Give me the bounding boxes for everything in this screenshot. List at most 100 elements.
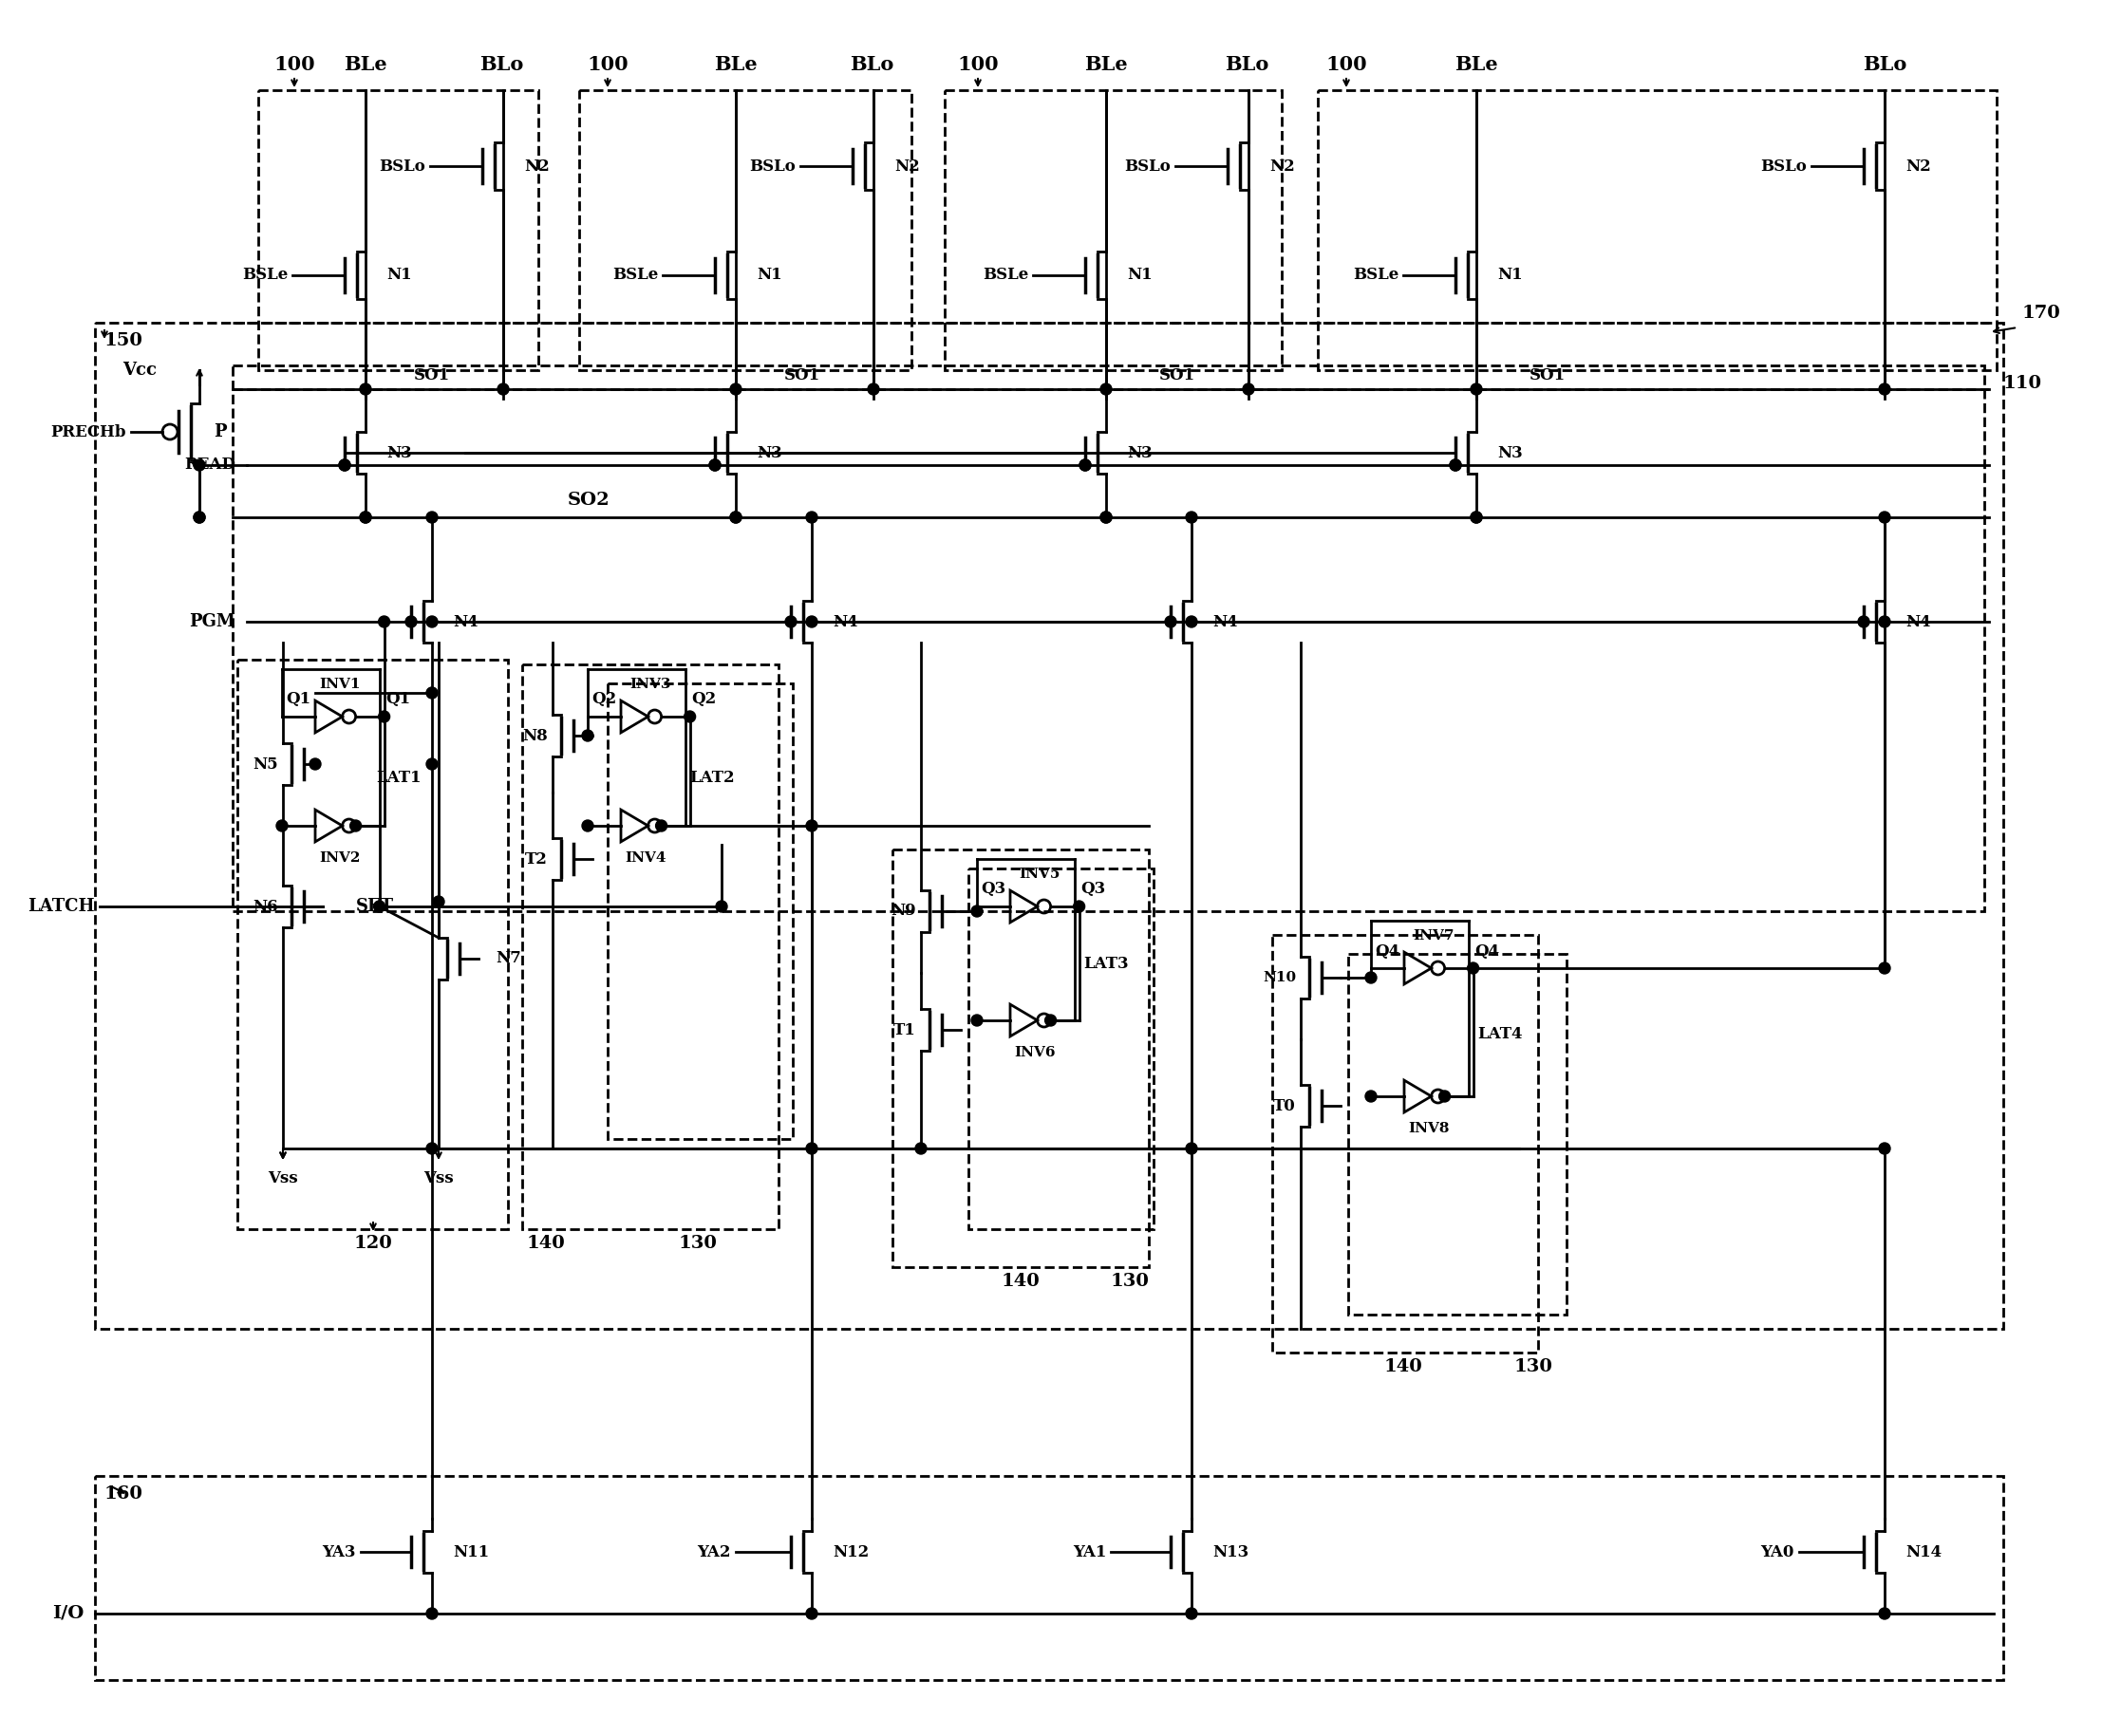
Circle shape <box>717 901 727 911</box>
Circle shape <box>708 460 721 470</box>
Text: I/O: I/O <box>53 1606 84 1621</box>
Bar <box>238 660 509 1229</box>
Text: Q1: Q1 <box>286 691 311 708</box>
Text: 150: 150 <box>105 332 143 349</box>
Circle shape <box>708 460 721 470</box>
Circle shape <box>193 460 206 470</box>
Text: YA3: YA3 <box>322 1543 355 1561</box>
Text: SO1: SO1 <box>414 366 450 384</box>
Circle shape <box>427 616 437 627</box>
Text: N2: N2 <box>1270 158 1295 174</box>
Circle shape <box>805 512 818 523</box>
Text: SET: SET <box>355 898 393 915</box>
Text: INV4: INV4 <box>624 851 666 865</box>
Bar <box>95 323 2003 1328</box>
Circle shape <box>1450 460 1461 470</box>
Text: LATCH: LATCH <box>27 898 95 915</box>
Circle shape <box>349 819 362 832</box>
Text: LAT1: LAT1 <box>376 771 420 786</box>
Circle shape <box>338 460 351 470</box>
Text: SO1: SO1 <box>1158 366 1196 384</box>
Text: 120: 120 <box>353 1234 393 1252</box>
Text: LAT4: LAT4 <box>1478 1026 1522 1043</box>
Circle shape <box>729 384 742 394</box>
Text: N4: N4 <box>832 613 858 630</box>
Circle shape <box>1186 512 1198 523</box>
Circle shape <box>1471 512 1482 523</box>
Text: BSLe: BSLe <box>612 267 658 283</box>
Circle shape <box>359 512 372 523</box>
Text: 100: 100 <box>273 56 315 75</box>
Text: Q4: Q4 <box>1375 943 1400 958</box>
Text: BSLe: BSLe <box>242 267 288 283</box>
Circle shape <box>786 616 797 627</box>
Text: BSLo: BSLo <box>748 158 797 174</box>
Text: T1: T1 <box>893 1023 916 1038</box>
Text: 110: 110 <box>2003 375 2043 392</box>
Text: BSLe: BSLe <box>1354 267 1398 283</box>
Circle shape <box>805 1142 818 1154</box>
Text: N11: N11 <box>452 1543 490 1561</box>
Text: N1: N1 <box>387 267 412 283</box>
Text: N7: N7 <box>496 951 521 967</box>
Circle shape <box>374 901 385 911</box>
Text: INV8: INV8 <box>1408 1121 1450 1135</box>
Circle shape <box>1186 616 1198 627</box>
Circle shape <box>193 512 206 523</box>
Text: 100: 100 <box>1326 56 1366 75</box>
Circle shape <box>1099 512 1112 523</box>
Text: READ: READ <box>185 457 235 474</box>
Circle shape <box>1099 384 1112 394</box>
Circle shape <box>1450 460 1461 470</box>
Text: N9: N9 <box>891 903 916 920</box>
Circle shape <box>1099 512 1112 523</box>
Text: N4: N4 <box>1213 613 1238 630</box>
Circle shape <box>1440 1090 1450 1102</box>
Text: BLe: BLe <box>1085 56 1129 75</box>
Bar <box>233 365 1984 911</box>
Circle shape <box>729 512 742 523</box>
Circle shape <box>1080 460 1091 470</box>
Bar <box>969 868 1154 1229</box>
Text: BLo: BLo <box>479 56 523 75</box>
Text: SO1: SO1 <box>1530 366 1566 384</box>
Text: Vcc: Vcc <box>122 361 158 378</box>
Text: BSLo: BSLo <box>1761 158 1808 174</box>
Circle shape <box>498 384 509 394</box>
Circle shape <box>868 384 879 394</box>
Text: 140: 140 <box>1383 1358 1423 1375</box>
Circle shape <box>1366 1090 1377 1102</box>
Text: INV1: INV1 <box>320 677 362 691</box>
Text: N2: N2 <box>523 158 549 174</box>
Text: N3: N3 <box>387 444 412 460</box>
Circle shape <box>971 906 982 917</box>
Text: INV2: INV2 <box>320 851 359 865</box>
Circle shape <box>427 759 437 769</box>
Text: Q4: Q4 <box>1476 943 1499 958</box>
Bar <box>893 849 1150 1267</box>
Text: YA0: YA0 <box>1761 1543 1795 1561</box>
Bar <box>1272 936 1539 1352</box>
Text: T0: T0 <box>1274 1097 1297 1115</box>
Text: Q3: Q3 <box>982 882 1005 898</box>
Circle shape <box>309 759 322 769</box>
Circle shape <box>1879 1142 1890 1154</box>
Circle shape <box>1471 512 1482 523</box>
Text: BLo: BLo <box>849 56 893 75</box>
Text: 140: 140 <box>1001 1272 1040 1290</box>
Bar <box>580 90 912 370</box>
Text: INV5: INV5 <box>1019 868 1059 880</box>
Text: T2: T2 <box>526 851 549 866</box>
Bar <box>259 90 538 370</box>
Text: N5: N5 <box>252 755 277 773</box>
Circle shape <box>805 1608 818 1620</box>
Text: PGM: PGM <box>189 613 235 630</box>
Text: INV6: INV6 <box>1013 1045 1055 1059</box>
Circle shape <box>406 616 416 627</box>
Text: INV3: INV3 <box>631 677 671 691</box>
Circle shape <box>427 512 437 523</box>
Circle shape <box>427 1142 437 1154</box>
Text: BLe: BLe <box>715 56 757 75</box>
Text: SO2: SO2 <box>568 491 610 509</box>
Text: YA2: YA2 <box>698 1543 731 1561</box>
